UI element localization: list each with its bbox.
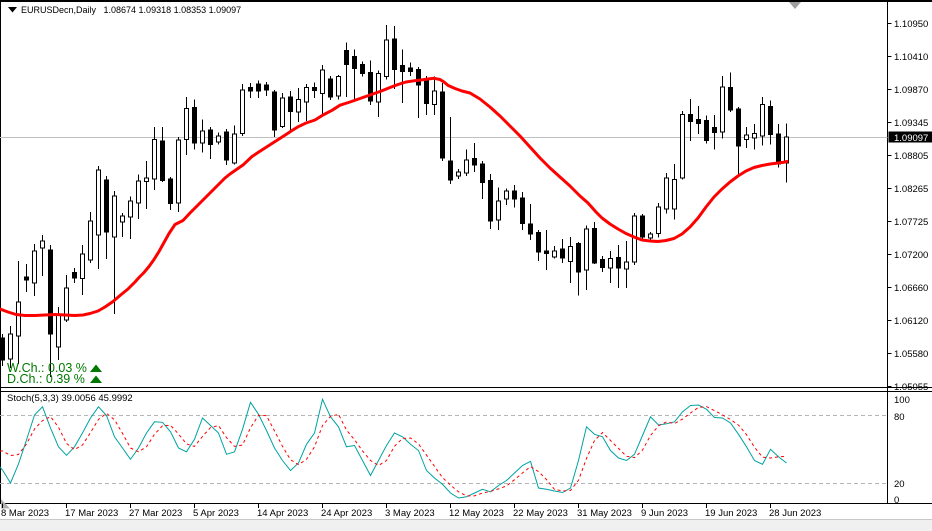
svg-text:31 May 2023: 31 May 2023 [577,508,632,519]
svg-text:1.10410: 1.10410 [894,52,928,63]
svg-text:1.06660: 1.06660 [894,283,928,294]
svg-text:1.05055: 1.05055 [894,382,928,393]
svg-text:1.06120: 1.06120 [894,316,928,327]
svg-text:100: 100 [894,395,910,406]
svg-text:1.07200: 1.07200 [894,250,928,261]
svg-text:1.09870: 1.09870 [894,85,928,96]
svg-text:27 Mar 2023: 27 Mar 2023 [129,508,182,519]
svg-text:0: 0 [894,495,899,506]
svg-text:1.07725: 1.07725 [894,217,928,228]
svg-text:17 Mar 2023: 17 Mar 2023 [65,508,118,519]
svg-text:Stoch(5,3,3) 39.0056 45.9992: Stoch(5,3,3) 39.0056 45.9992 [7,393,133,404]
svg-text:19 Jun 2023: 19 Jun 2023 [705,508,757,519]
svg-text:1.08805: 1.08805 [894,151,928,162]
svg-text:12 May 2023: 12 May 2023 [449,508,504,519]
svg-text:1.08265: 1.08265 [894,184,928,195]
svg-text:D.Ch.: 0.39 %: D.Ch.: 0.39 % [7,372,85,386]
svg-text:14 Apr 2023: 14 Apr 2023 [257,508,308,519]
svg-text:W.Ch.: 0.03 %: W.Ch.: 0.03 % [7,361,87,375]
svg-text:20: 20 [894,479,905,490]
svg-text:1.10950: 1.10950 [894,19,928,30]
svg-text:22 May 2023: 22 May 2023 [513,508,568,519]
svg-text:8 Mar 2023: 8 Mar 2023 [1,508,49,519]
svg-text:5 Apr 2023: 5 Apr 2023 [193,508,239,519]
svg-text:EURUSDecn,Daily 1.08674 1.09: EURUSDecn,Daily 1.08674 1.09318 1.08353 … [21,5,241,15]
svg-text:80: 80 [894,412,905,423]
svg-text:28 Jun 2023: 28 Jun 2023 [769,508,821,519]
svg-text:9 Jun 2023: 9 Jun 2023 [641,508,688,519]
svg-text:1.05580: 1.05580 [894,349,928,360]
svg-text:24 Apr 2023: 24 Apr 2023 [321,508,372,519]
svg-text:3 May 2023: 3 May 2023 [385,508,435,519]
svg-text:1.09097: 1.09097 [894,133,928,144]
svg-text:1.09345: 1.09345 [894,118,928,129]
